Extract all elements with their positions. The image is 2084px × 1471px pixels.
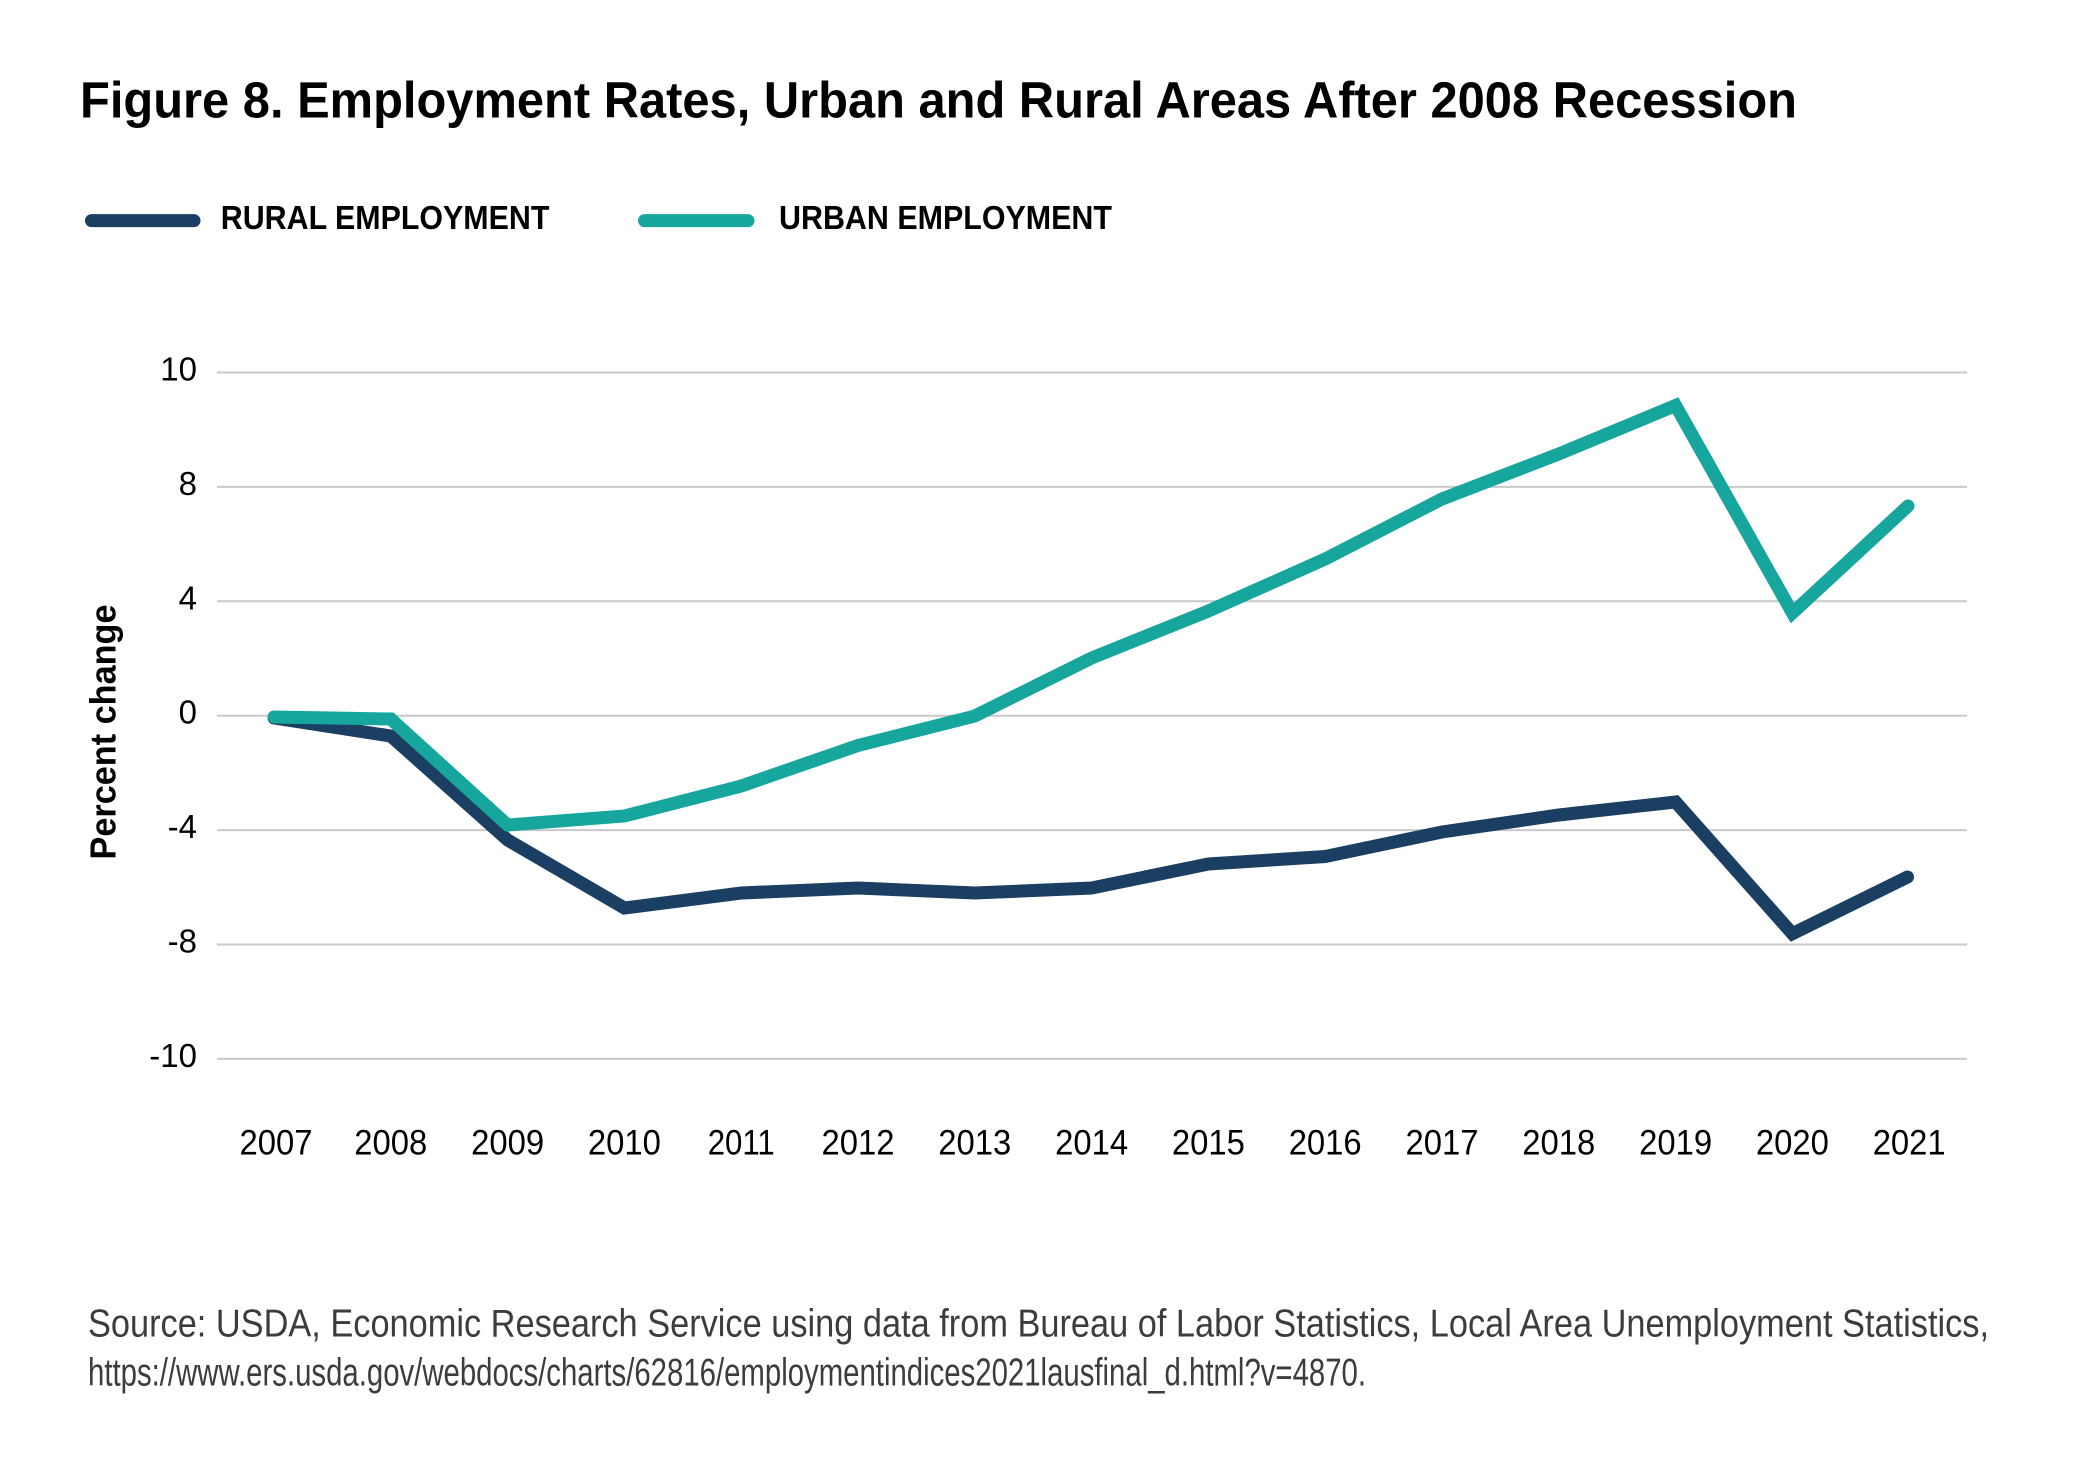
svg-text:2008: 2008: [354, 1124, 427, 1163]
svg-text:8: 8: [179, 465, 197, 502]
svg-text:2014: 2014: [1055, 1124, 1128, 1163]
svg-text:0: 0: [179, 694, 197, 731]
svg-text:2021: 2021: [1873, 1124, 1946, 1163]
svg-text:-8: -8: [168, 923, 197, 960]
svg-text:-10: -10: [149, 1037, 197, 1074]
svg-text:2010: 2010: [588, 1124, 661, 1163]
svg-text:10: 10: [160, 351, 197, 388]
svg-text:2020: 2020: [1756, 1124, 1829, 1163]
svg-text:2018: 2018: [1522, 1124, 1595, 1163]
svg-text:-4: -4: [168, 808, 197, 845]
svg-text:2016: 2016: [1289, 1124, 1362, 1163]
svg-text:2011: 2011: [708, 1124, 775, 1163]
svg-text:2015: 2015: [1172, 1124, 1245, 1163]
svg-text:https://www.ers.usda.gov/webdo: https://www.ers.usda.gov/webdocs/charts/…: [88, 1352, 1366, 1395]
svg-text:2017: 2017: [1406, 1124, 1479, 1163]
svg-text:2009: 2009: [471, 1124, 544, 1163]
svg-text:Source: USDA, Economic Researc: Source: USDA, Economic Research Service …: [88, 1303, 1989, 1346]
svg-text:2007: 2007: [240, 1124, 313, 1163]
svg-text:2019: 2019: [1639, 1124, 1712, 1163]
svg-text:Figure 8. Employment Rates, Ur: Figure 8. Employment Rates, Urban and Ru…: [80, 72, 1797, 129]
svg-text:URBAN EMPLOYMENT: URBAN EMPLOYMENT: [779, 199, 1112, 236]
svg-text:RURAL EMPLOYMENT: RURAL EMPLOYMENT: [221, 199, 550, 236]
svg-text:Percent change: Percent change: [83, 605, 124, 860]
svg-text:2013: 2013: [938, 1124, 1011, 1163]
svg-text:2012: 2012: [822, 1124, 895, 1163]
svg-text:4: 4: [179, 579, 197, 616]
